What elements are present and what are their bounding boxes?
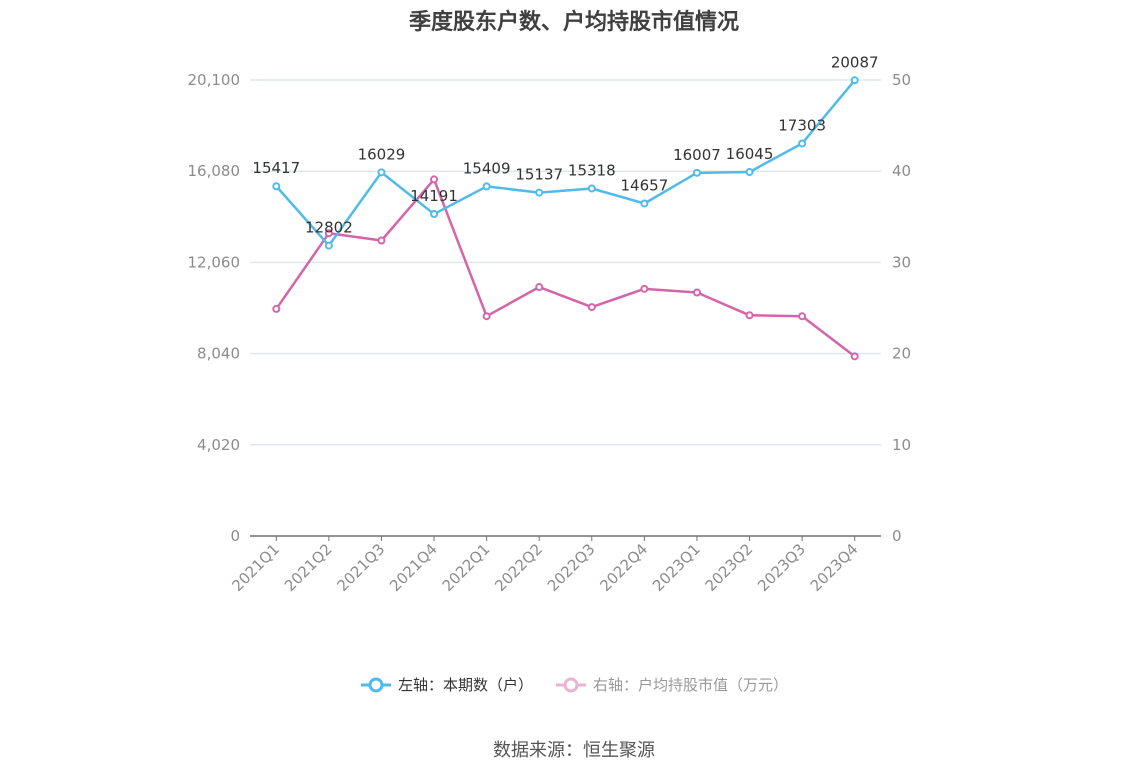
data-labels: 15417 12802 16029 14191 15409 15137 15318 14657… xyxy=(252,53,878,236)
data-point[interactable] xyxy=(430,175,439,184)
legend-line-circle-icon xyxy=(556,677,586,692)
data-label: 12802 xyxy=(305,219,353,237)
legend-label-right: 右轴：户均持股市值（万元） xyxy=(593,676,789,694)
x-axis-label: 2022Q4 xyxy=(596,540,651,595)
data-point[interactable] xyxy=(640,199,649,208)
left-axis-tick: 12,060 xyxy=(188,253,241,271)
x-axis-label: 2022Q1 xyxy=(439,540,494,595)
data-point[interactable] xyxy=(850,352,859,361)
data-point[interactable] xyxy=(377,168,386,177)
left-axis-tick: 0 xyxy=(230,527,240,545)
data-point[interactable] xyxy=(535,283,544,292)
series-line xyxy=(275,79,856,247)
legend-label-left: 左轴：本期数（户） xyxy=(397,676,533,694)
left-axis-tick: 8,040 xyxy=(197,345,240,363)
data-point[interactable] xyxy=(798,139,807,148)
left-axis-tick: 16,080 xyxy=(188,162,241,180)
left-axis-tick: 20,100 xyxy=(188,71,241,89)
legend: 左轴：本期数（户） 右轴：户均持股市值（万元） xyxy=(0,674,1148,695)
right-axis-tick: 10 xyxy=(892,436,911,454)
x-axis-label: 2023Q2 xyxy=(702,540,757,595)
legend-line-circle-icon xyxy=(360,677,391,692)
right-axis-tick: 0 xyxy=(892,527,902,545)
data-point[interactable] xyxy=(640,284,649,293)
data-point[interactable] xyxy=(377,236,386,245)
data-point[interactable] xyxy=(430,210,439,219)
data-point[interactable] xyxy=(850,76,859,85)
data-point[interactable] xyxy=(745,167,754,176)
series-left-shareholder-count[interactable] xyxy=(272,76,859,250)
right-axis-tick: 50 xyxy=(892,71,911,89)
series-right-avg-holding-value[interactable] xyxy=(272,175,859,361)
data-point[interactable] xyxy=(798,312,807,321)
legend-item-left-axis[interactable]: 左轴：本期数（户） xyxy=(360,674,533,695)
x-axis-label: 2022Q2 xyxy=(491,540,546,595)
legend-item-right-axis[interactable]: 右轴：户均持股市值（万元） xyxy=(555,674,788,695)
right-axis-tick: 20 xyxy=(892,345,911,363)
x-axis-label: 2021Q3 xyxy=(333,540,388,595)
right-axis-tick: 40 xyxy=(892,162,911,180)
x-axis-label: 2021Q1 xyxy=(228,540,283,595)
data-point[interactable] xyxy=(482,182,491,191)
chart-title: 季度股东户数、户均持股市值情况 xyxy=(408,10,739,35)
data-label: 14657 xyxy=(621,176,669,194)
data-point[interactable] xyxy=(324,241,333,250)
series-line xyxy=(275,178,856,358)
data-point[interactable] xyxy=(272,304,281,313)
grid-lines xyxy=(250,79,881,446)
data-label: 15318 xyxy=(568,161,616,179)
data-point[interactable] xyxy=(272,182,281,191)
data-point[interactable] xyxy=(482,312,491,321)
x-axis-label: 2022Q3 xyxy=(544,540,599,595)
x-axis-label: 2023Q4 xyxy=(807,540,862,595)
data-label: 15137 xyxy=(515,166,563,184)
data-label: 17303 xyxy=(778,116,826,134)
x-axis-label: 2023Q3 xyxy=(754,540,809,595)
data-point[interactable] xyxy=(692,288,701,297)
data-point[interactable] xyxy=(692,168,701,177)
data-point[interactable] xyxy=(535,188,544,197)
x-axis-label: 2023Q1 xyxy=(649,540,704,595)
data-label: 16029 xyxy=(358,145,406,163)
data-label: 16045 xyxy=(726,145,774,163)
data-point[interactable] xyxy=(587,303,596,312)
data-label: 14191 xyxy=(410,187,458,205)
data-label: 15409 xyxy=(463,159,511,177)
x-axis-label: 2021Q4 xyxy=(386,540,441,595)
right-axis-tick: 30 xyxy=(892,253,911,271)
data-point[interactable] xyxy=(324,229,333,238)
data-source: 数据来源：恒生聚源 xyxy=(493,740,655,761)
data-label: 16007 xyxy=(673,146,721,164)
left-axis-tick: 4,020 xyxy=(197,436,240,454)
data-point[interactable] xyxy=(745,311,754,320)
data-point[interactable] xyxy=(587,184,596,193)
data-label: 15417 xyxy=(252,159,300,177)
data-label: 20087 xyxy=(831,53,879,71)
x-axis-label: 2021Q2 xyxy=(281,540,336,595)
axes: 0 0 4,020 10 8,040 20 12,060 30 16,080 40 20,100 50… xyxy=(188,71,912,595)
